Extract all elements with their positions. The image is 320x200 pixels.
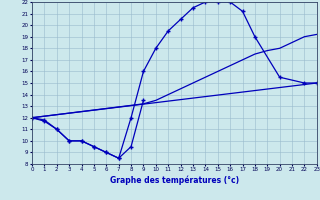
X-axis label: Graphe des températures (°c): Graphe des températures (°c) xyxy=(110,175,239,185)
